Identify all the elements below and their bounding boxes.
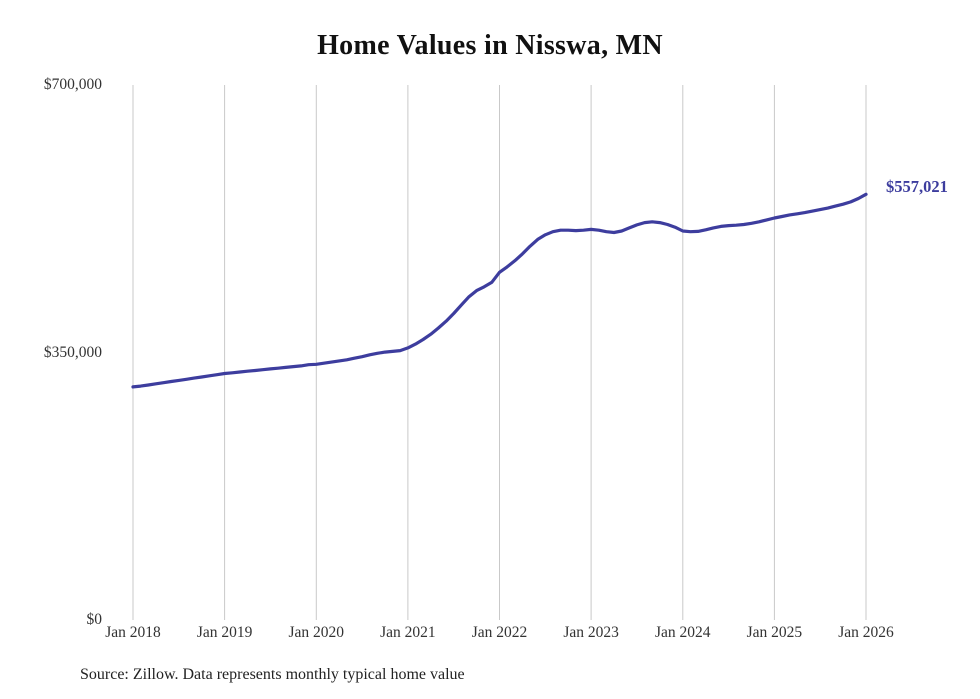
x-tick-label: Jan 2021	[380, 624, 436, 641]
y-tick-label: $0	[86, 611, 103, 628]
chart-title: Home Values in Nisswa, MN	[317, 30, 663, 61]
y-tick-label: $350,000	[43, 343, 102, 361]
x-tick-label: Jan 2020	[288, 624, 345, 641]
source-note: Source: Zillow. Data represents monthly …	[80, 666, 465, 683]
x-tick-label: Jan 2024	[654, 624, 711, 641]
x-tick-label: Jan 2018	[105, 624, 161, 641]
x-tick-label: Jan 2025	[746, 624, 803, 641]
home-value-line	[131, 192, 868, 389]
x-tick-label: Jan 2022	[471, 624, 528, 641]
x-tick-label: Jan 2019	[196, 624, 253, 641]
end-value-label: $557,021	[886, 177, 948, 197]
y-tick-label: $700,000	[43, 76, 102, 93]
x-tick-label: Jan 2026	[838, 624, 894, 641]
x-tick-label: Jan 2023	[563, 624, 619, 641]
